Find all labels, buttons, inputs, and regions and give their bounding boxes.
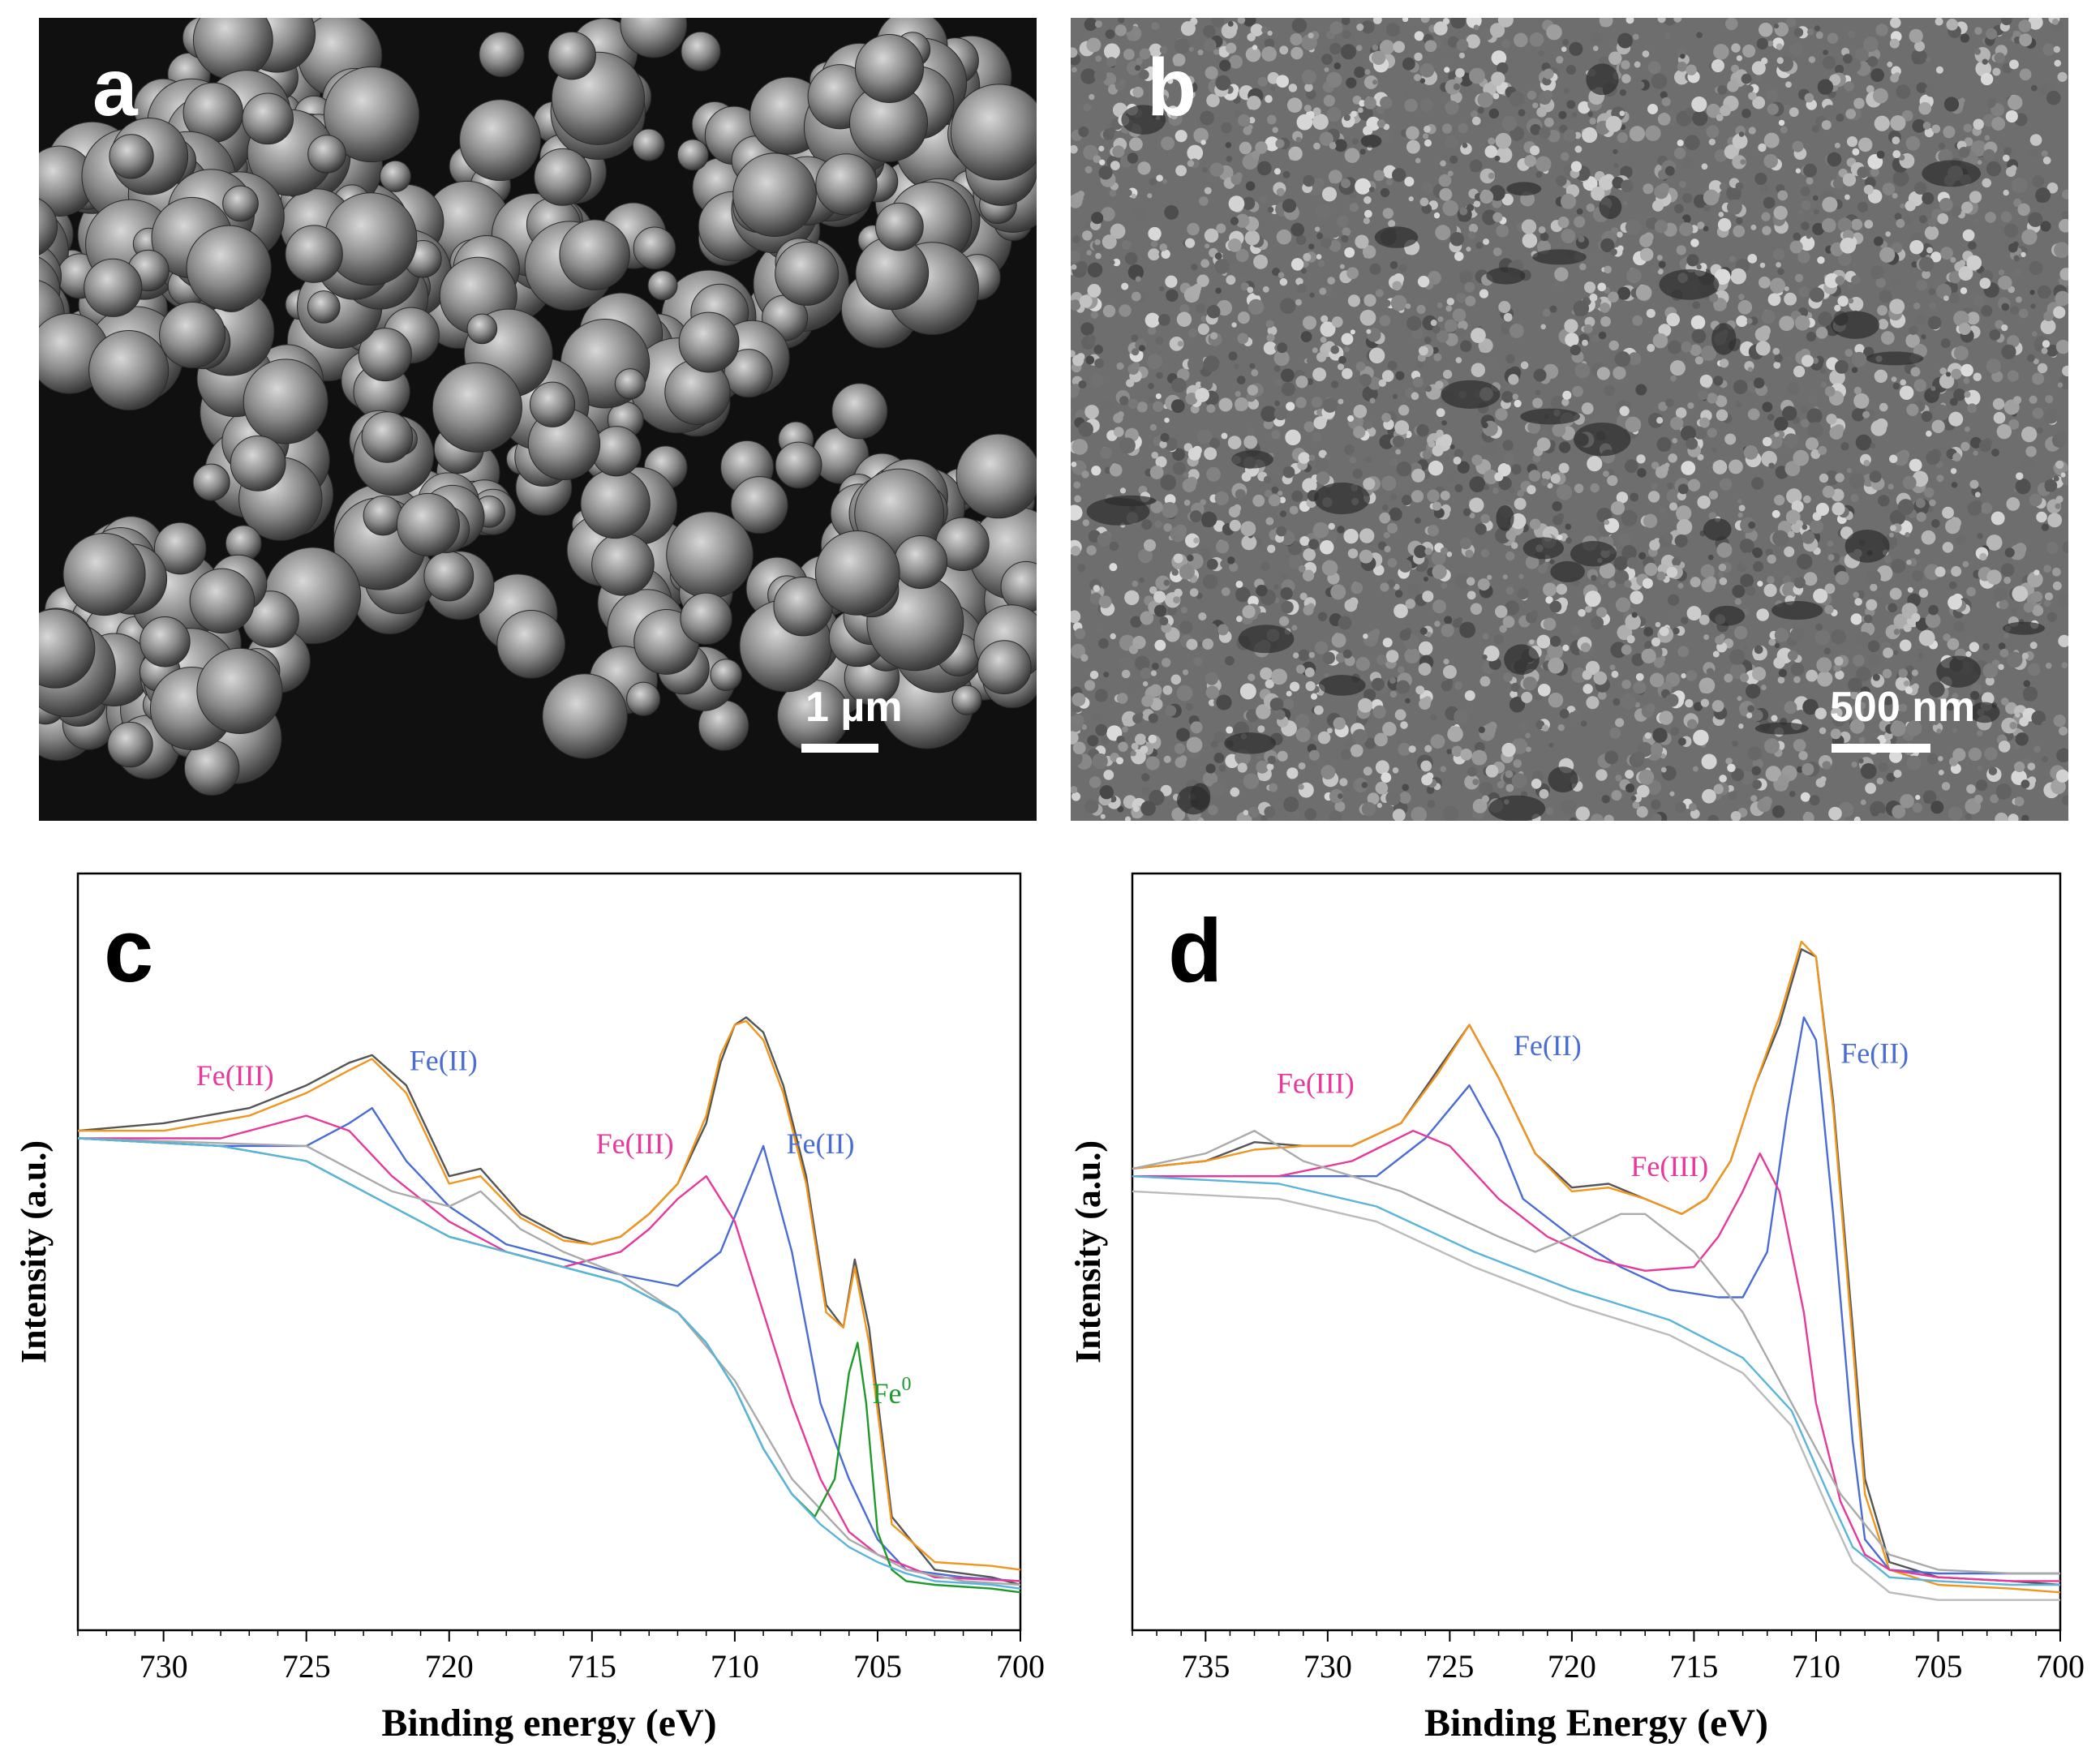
peak-annotation-3: Fe(II) [787, 1127, 855, 1160]
plot-frame [76, 872, 1022, 1632]
x-tick-label: 725 [282, 1648, 331, 1685]
x-tick-label: 710 [711, 1648, 759, 1685]
x-tick-label: 720 [425, 1648, 474, 1685]
scale-bar-label-b: 500 nm [1830, 684, 1976, 731]
annotation-superscript: 0 [902, 1374, 912, 1395]
peak-annotation-1: Fe(II) [1514, 1029, 1582, 1062]
x-tick-label: 715 [568, 1648, 616, 1685]
panel-label-b: b [1147, 42, 1197, 133]
sem-porous-texture [1071, 18, 2068, 821]
x-tick-label: 705 [1913, 1648, 1962, 1685]
peak-annotation-1: Fe(II) [410, 1045, 478, 1077]
x-tick-label: 725 [1425, 1648, 1474, 1685]
x-tick-label: 730 [140, 1648, 188, 1685]
xps-chart-c: 730 725 720 715 710 705 700 Binding energy (eV)… [14, 872, 1045, 1745]
peak-annotation-2: Fe(III) [1630, 1150, 1708, 1183]
x-tick-label: 710 [1792, 1648, 1840, 1685]
x-tick-label: 735 [1181, 1648, 1230, 1685]
sem-image-b: b 500 nm [1071, 18, 2068, 821]
scale-bar-b [1832, 744, 1930, 753]
panel-label-d: d [1168, 901, 1222, 1001]
series-line-2 [1132, 1016, 2060, 1575]
series-line-1 [78, 1020, 1021, 1571]
x-axis-label: Binding Energy (eV) [1424, 1702, 1768, 1745]
x-tick-label: 730 [1303, 1648, 1352, 1685]
series-line-5 [1132, 1190, 2060, 1601]
x-tick-label: 700 [2036, 1648, 2085, 1685]
xps-chart-d: 735 730 725 720 715 710 705 700 Binding Energy (… [1068, 872, 2085, 1745]
porous-grains [1071, 18, 2068, 821]
series-line-3 [1132, 1129, 2060, 1582]
series-line-6 [77, 1137, 1021, 1590]
series-line-0 [77, 1016, 1021, 1586]
sphere-cluster [39, 18, 1037, 796]
x-axis-label: Binding energy (eV) [381, 1702, 716, 1745]
y-axis-label: Intensity (a.u.) [14, 1140, 54, 1363]
series-line-6 [1132, 1175, 2060, 1586]
peak-annotation-0: Fe(III) [196, 1059, 274, 1092]
peak-annotation-3: Fe(II) [1840, 1037, 1909, 1069]
x-tick-label: 715 [1669, 1648, 1718, 1685]
scale-bar-label-a: 1 µm [805, 684, 903, 731]
x-tick-label: 700 [996, 1648, 1045, 1685]
sem-spheres-texture [39, 18, 1037, 796]
panel-label-a: a [92, 42, 138, 133]
y-axis-label: Intensity (a.u.) [1068, 1140, 1108, 1363]
panel-label-c: c [104, 901, 153, 1001]
series-line-3 [78, 1114, 1021, 1582]
series-line-2 [77, 1106, 1021, 1582]
peak-annotation-0: Fe(III) [1277, 1067, 1355, 1100]
x-tick-label: 720 [1548, 1648, 1596, 1685]
x-tick-label: 705 [853, 1648, 902, 1685]
scale-bar-a [801, 744, 878, 753]
peak-annotation-2: Fe(III) [596, 1127, 674, 1160]
sem-image-a: a 1 µm [39, 18, 1037, 821]
series-line-1 [1132, 940, 2061, 1594]
series-line-4 [1132, 1129, 2060, 1575]
